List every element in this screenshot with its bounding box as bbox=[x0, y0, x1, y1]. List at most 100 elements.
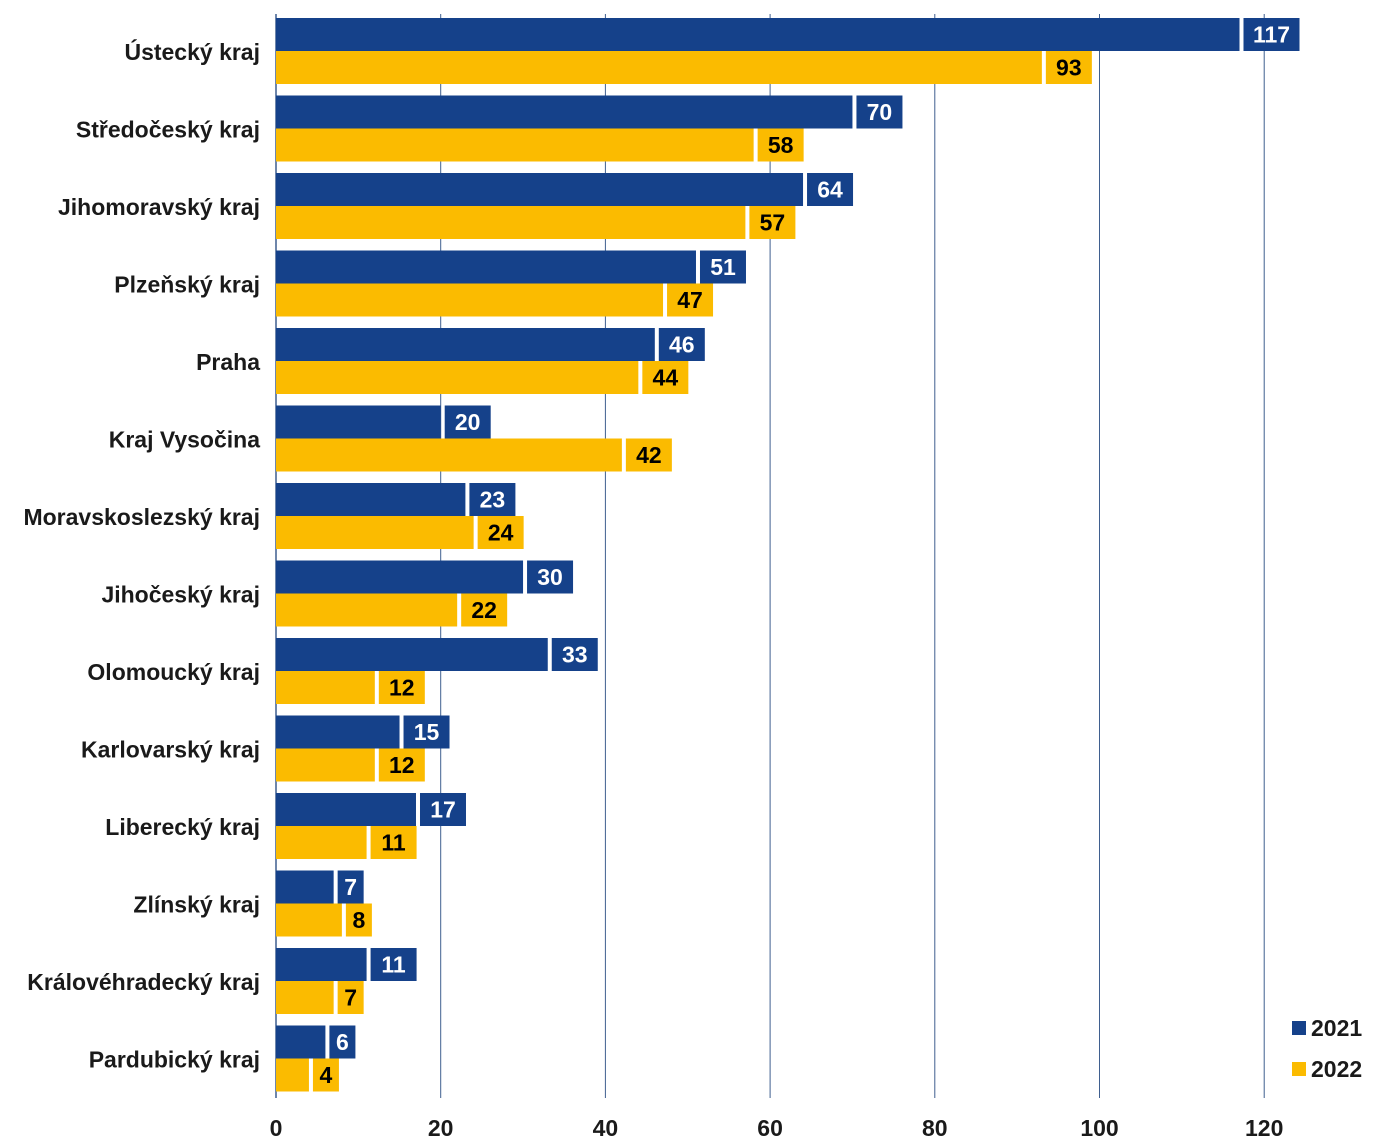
x-tick-label-60: 60 bbox=[757, 1115, 783, 1140]
x-tick-label-0: 0 bbox=[270, 1115, 283, 1140]
value-label-bg-2022-0 bbox=[1045, 51, 1092, 84]
category-label: Liberecký kraj bbox=[105, 814, 260, 840]
bars: 1179370586457514746442042232430223312151… bbox=[276, 18, 1300, 1092]
bar-2022-6 bbox=[276, 516, 474, 549]
value-label-bg-2021-10 bbox=[419, 793, 466, 826]
x-tick-label-40: 40 bbox=[593, 1115, 619, 1140]
value-label-bg-2022-10 bbox=[370, 826, 417, 859]
value-label-2022-0: 93 bbox=[1056, 55, 1082, 81]
value-label-2022-1: 58 bbox=[768, 132, 794, 158]
value-label-2021-12: 11 bbox=[381, 952, 406, 978]
value-label-2022-10: 11 bbox=[381, 830, 406, 856]
value-label-2021-11: 7 bbox=[344, 874, 357, 900]
bar-2022-7 bbox=[276, 593, 458, 627]
x-tick-label-20: 20 bbox=[428, 1115, 454, 1140]
value-label-2021-1: 70 bbox=[867, 99, 893, 125]
bar-2021-9 bbox=[276, 715, 400, 749]
bar-2021-1 bbox=[276, 95, 853, 129]
bar-2021-12 bbox=[276, 948, 367, 981]
bar-2021-11 bbox=[276, 870, 334, 904]
value-label-2021-13: 6 bbox=[336, 1029, 349, 1055]
category-label: Plzeňský kraj bbox=[114, 272, 260, 298]
category-label: Ústecký kraj bbox=[124, 38, 260, 65]
bar-2022-8 bbox=[276, 671, 375, 704]
value-label-bg-2021-4 bbox=[658, 328, 705, 361]
category-label: Zlínský kraj bbox=[133, 892, 260, 918]
value-label-2021-10: 17 bbox=[430, 797, 456, 823]
value-label-2021-9: 15 bbox=[414, 719, 440, 745]
value-label-bg-2021-8 bbox=[551, 638, 598, 671]
legend-label-2022: 2022 bbox=[1311, 1056, 1362, 1082]
category-label: Praha bbox=[196, 349, 260, 375]
x-axis-ticks: 0 20 40 60 80 100 120 bbox=[270, 1115, 1284, 1140]
value-label-bg-2022-3 bbox=[667, 283, 714, 317]
bar-2022-4 bbox=[276, 361, 639, 394]
legend-swatch-2022 bbox=[1292, 1062, 1306, 1076]
value-label-bg-2022-2 bbox=[749, 206, 796, 239]
category-label: Jihočeský kraj bbox=[101, 582, 260, 608]
category-label: Moravskoslezský kraj bbox=[23, 504, 260, 530]
bar-2021-3 bbox=[276, 250, 696, 284]
bar-2022-2 bbox=[276, 206, 746, 239]
value-label-2022-13: 4 bbox=[320, 1062, 333, 1088]
category-label: Jihomoravský kraj bbox=[58, 194, 260, 220]
value-label-bg-2022-11 bbox=[345, 903, 372, 937]
bar-2021-10 bbox=[276, 793, 416, 826]
value-label-2021-6: 23 bbox=[480, 487, 506, 513]
bar-2021-5 bbox=[276, 405, 441, 439]
bar-2021-8 bbox=[276, 638, 548, 671]
value-label-2022-2: 57 bbox=[760, 210, 786, 236]
value-label-2021-2: 64 bbox=[817, 177, 843, 203]
value-label-bg-2021-0 bbox=[1243, 18, 1300, 51]
value-label-bg-2021-2 bbox=[807, 173, 854, 206]
value-label-2022-9: 12 bbox=[389, 752, 415, 778]
bar-2022-5 bbox=[276, 438, 622, 472]
value-label-bg-2022-13 bbox=[312, 1058, 339, 1092]
legend: 2021 2022 bbox=[1292, 1015, 1362, 1082]
value-label-2022-7: 22 bbox=[471, 597, 497, 623]
category-label: Středočeský kraj bbox=[76, 117, 260, 143]
value-label-bg-2022-7 bbox=[461, 593, 508, 627]
value-label-bg-2021-7 bbox=[527, 560, 574, 594]
legend-label-2021: 2021 bbox=[1311, 1015, 1362, 1041]
x-tick-label-100: 100 bbox=[1080, 1115, 1118, 1140]
value-label-2022-5: 42 bbox=[636, 442, 662, 468]
bar-2021-6 bbox=[276, 483, 466, 516]
category-label: Olomoucký kraj bbox=[87, 659, 260, 685]
x-tick-label-80: 80 bbox=[922, 1115, 948, 1140]
category-labels: Ústecký kraj Středočeský kraj Jihomoravský… bbox=[23, 38, 260, 1073]
bar-2021-7 bbox=[276, 560, 524, 594]
category-label: Karlovarský kraj bbox=[81, 737, 260, 763]
value-label-2022-11: 8 bbox=[352, 907, 365, 933]
value-label-2021-3: 51 bbox=[710, 254, 736, 280]
bar-2022-9 bbox=[276, 748, 375, 782]
value-label-2021-5: 20 bbox=[455, 409, 481, 435]
value-label-bg-2022-5 bbox=[625, 438, 672, 472]
bar-2021-0 bbox=[276, 18, 1240, 51]
bar-2021-4 bbox=[276, 328, 655, 361]
value-label-2022-12: 7 bbox=[344, 985, 357, 1011]
value-label-2021-8: 33 bbox=[562, 642, 588, 668]
bar-2021-13 bbox=[276, 1025, 326, 1059]
value-label-bg-2021-6 bbox=[469, 483, 516, 516]
value-label-bg-2022-4 bbox=[642, 361, 689, 394]
bar-2022-1 bbox=[276, 128, 754, 162]
bar-2022-11 bbox=[276, 903, 342, 937]
value-label-2021-0: 117 bbox=[1253, 22, 1290, 48]
bar-2022-13 bbox=[276, 1058, 309, 1092]
value-label-bg-2022-6 bbox=[477, 516, 524, 549]
value-label-bg-2022-9 bbox=[378, 748, 425, 782]
value-label-bg-2021-11 bbox=[337, 870, 364, 904]
value-label-2022-3: 47 bbox=[677, 287, 703, 313]
value-label-2021-7: 30 bbox=[537, 564, 563, 590]
value-label-bg-2022-12 bbox=[337, 981, 364, 1014]
value-label-bg-2022-8 bbox=[378, 671, 425, 704]
value-label-bg-2021-5 bbox=[444, 405, 491, 439]
value-label-bg-2022-1 bbox=[757, 128, 804, 162]
bar-2022-0 bbox=[276, 51, 1042, 84]
bar-2021-2 bbox=[276, 173, 804, 206]
value-label-2021-4: 46 bbox=[669, 332, 695, 358]
value-label-2022-8: 12 bbox=[389, 675, 415, 701]
value-label-bg-2021-3 bbox=[699, 250, 746, 284]
